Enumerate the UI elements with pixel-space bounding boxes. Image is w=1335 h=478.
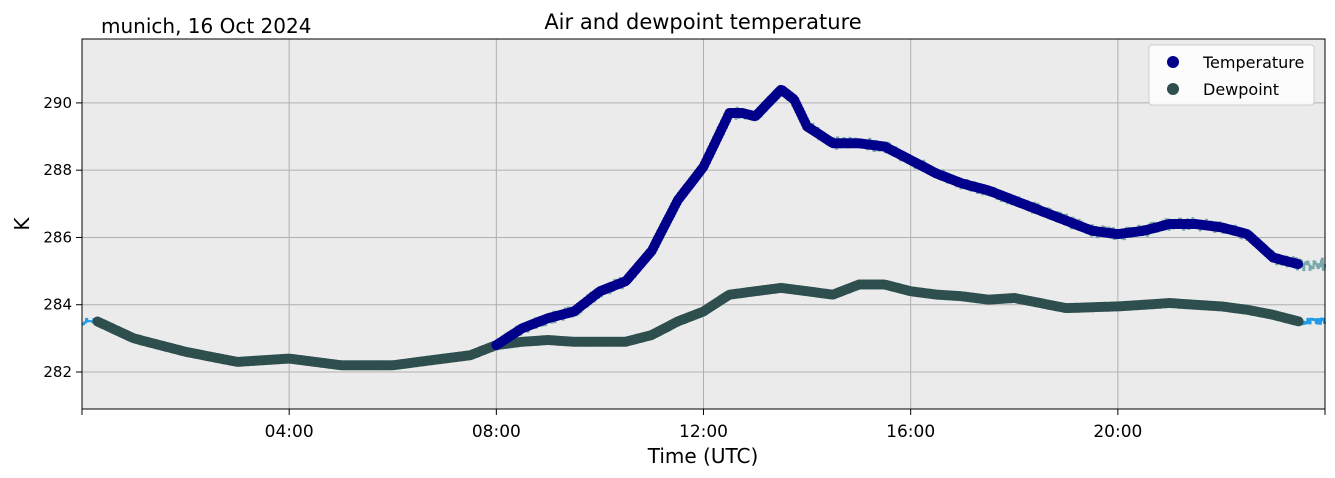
tick-layer: 04:00 08:00 12:00 16:00 20:00 282 284 286 288 290 <box>43 94 1326 442</box>
x-tick-label: 16:00 <box>886 422 935 442</box>
y-tick-label: 290 <box>43 94 72 112</box>
x-tick-label: 12:00 <box>679 422 728 442</box>
series-dewpoint <box>92 279 1304 371</box>
x-tick-label: 04:00 <box>265 422 314 442</box>
location-date-label: munich, 16 Oct 2024 <box>101 14 311 38</box>
y-tick-label: 282 <box>43 363 72 381</box>
y-tick-label: 284 <box>43 296 72 314</box>
y-axis-label: K <box>10 217 34 231</box>
y-tick-label: 286 <box>43 228 72 246</box>
legend-label-temperature: Temperature <box>1202 53 1304 72</box>
series-points-layer <box>92 85 1304 371</box>
legend-marker-temperature <box>1167 56 1179 68</box>
data-point <box>1293 316 1304 327</box>
x-axis-label: Time (UTC) <box>647 444 759 468</box>
legend-marker-dewpoint <box>1167 83 1179 95</box>
x-tick-label: 20:00 <box>1093 422 1142 442</box>
legend-label-dewpoint: Dewpoint <box>1203 80 1279 99</box>
chart-title: Air and dewpoint temperature <box>544 10 861 34</box>
legend-box <box>1148 44 1315 106</box>
data-point <box>1293 259 1304 270</box>
legend: Temperature Dewpoint <box>1148 44 1315 106</box>
series-temperature <box>491 85 1304 351</box>
x-tick-label: 08:00 <box>472 422 521 442</box>
y-tick-label: 288 <box>43 161 72 179</box>
